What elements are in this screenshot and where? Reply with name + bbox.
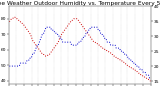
Title: Milwaukee Weather Outdoor Humidity vs. Temperature Every 5 Minutes: Milwaukee Weather Outdoor Humidity vs. T… [0, 1, 160, 6]
